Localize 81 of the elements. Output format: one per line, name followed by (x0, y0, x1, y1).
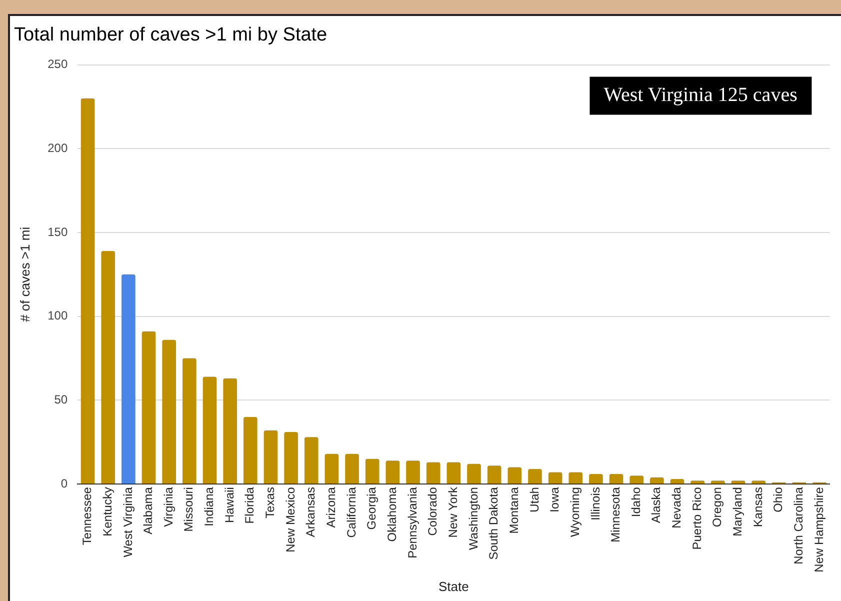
bar (324, 454, 339, 484)
x-tick-label: Montana (506, 486, 521, 534)
bar (386, 460, 400, 484)
x-tick-label: Oregon (710, 487, 724, 528)
x-tick-label: North Carolina (792, 486, 806, 564)
bar (630, 476, 644, 484)
x-tick-label: Georgia (364, 486, 379, 530)
bar (142, 331, 156, 484)
x-tick-label: Maryland (730, 487, 745, 536)
x-tick-label: Indiana (202, 486, 216, 526)
x-tick-label: Oklahoma (385, 486, 399, 542)
x-tick-label: Minnesota (608, 486, 623, 542)
bar (711, 480, 725, 484)
x-axis-title: State (438, 578, 469, 594)
x-tick-label: New Hampshire (812, 486, 826, 572)
bar (243, 416, 258, 484)
bar (304, 437, 318, 484)
x-tick-label: Colorado (426, 486, 440, 536)
y-axis-title: # of caves >1 mi (17, 226, 32, 322)
y-tick-label: 0 (60, 476, 68, 490)
bar (182, 358, 196, 484)
x-tick-label: Utah (527, 487, 542, 512)
bar (365, 458, 380, 484)
bar (223, 378, 237, 484)
bar (528, 468, 542, 484)
x-tick-label: Missouri (182, 487, 196, 532)
bar (264, 430, 278, 484)
bar (467, 464, 481, 484)
bar (548, 472, 562, 484)
bar (487, 466, 502, 484)
bar (101, 250, 116, 484)
bar (345, 454, 359, 484)
bar (122, 274, 136, 484)
bar (731, 480, 746, 484)
x-tick-label: California (344, 486, 358, 538)
bar (202, 376, 217, 484)
chart-title: Total number of caves >1 mi by State (14, 24, 328, 46)
bar (426, 462, 440, 484)
x-tick-label: Kansas (750, 487, 765, 528)
bar (446, 462, 461, 484)
x-tick-label: Iowa (548, 486, 562, 512)
bar (284, 432, 298, 484)
x-tick-label: Nevada (670, 486, 684, 528)
x-tick-label: Ohio (771, 486, 786, 512)
bar (690, 480, 704, 484)
x-tick-label: New Mexico (283, 486, 298, 552)
x-tick-label: Alabama (141, 486, 156, 534)
y-tick-label: 250 (48, 57, 68, 72)
x-tick-label: Arkansas (304, 487, 318, 538)
x-tick-label: New York (446, 486, 460, 538)
x-tick-label: Texas (263, 487, 278, 518)
x-tick-label: Hawaii (222, 487, 236, 524)
x-tick-label: Washington (466, 487, 480, 550)
x-tick-label: West Virginia (120, 486, 135, 558)
bar (650, 477, 664, 484)
bar (80, 98, 95, 484)
y-tick-label: 100 (48, 308, 68, 323)
bar (508, 467, 522, 484)
bar (670, 479, 684, 484)
bar (609, 474, 624, 484)
x-tick-label: Pennsylvania (405, 486, 420, 558)
x-tick-label: Puerto Rico (690, 486, 704, 550)
bar (162, 340, 176, 484)
x-tick-label: Florida (242, 486, 257, 524)
x-tick-label: Illinois (588, 487, 602, 520)
x-tick-label: Tennessee (80, 486, 94, 546)
x-tick-label: Arizona (324, 486, 338, 528)
y-tick-label: 150 (48, 224, 68, 239)
bar (589, 474, 603, 484)
bar (752, 480, 766, 484)
x-tick-label: Wyoming (568, 487, 582, 537)
bar (568, 472, 583, 484)
x-tick-label: Kentucky (100, 487, 114, 536)
y-tick-label: 50 (54, 392, 68, 407)
bar (406, 460, 420, 484)
y-tick-label: 200 (48, 140, 68, 155)
annotation: West Virginia 125 caves (604, 84, 798, 106)
x-tick-label: Idaho (628, 486, 643, 518)
x-tick-label: South Dakota (486, 486, 501, 560)
x-tick-label: Virginia (161, 486, 176, 527)
x-tick-label: Alaska (649, 486, 664, 524)
